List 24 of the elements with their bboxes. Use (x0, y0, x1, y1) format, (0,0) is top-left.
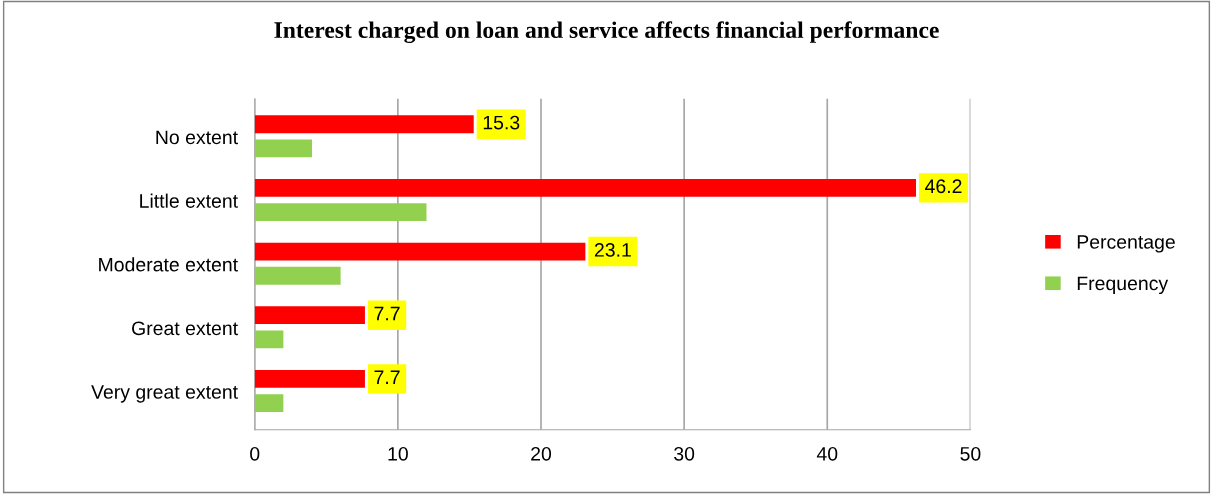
y-tick-label: No extent (156, 130, 238, 145)
y-tick-label: Little extent (140, 193, 238, 208)
x-tick-label: 40 (816, 446, 838, 461)
legend-label: Percentage (1077, 235, 1175, 253)
data-label: 15.3 (483, 115, 520, 130)
bar (254, 266, 341, 285)
bar (254, 394, 284, 412)
data-label: 7.7 (374, 370, 400, 384)
x-tick-label: 50 (960, 446, 981, 461)
x-tick-label: 30 (674, 446, 695, 461)
data-label: 23.1 (594, 243, 631, 257)
y-tick-label: Moderate extent (99, 257, 238, 272)
data-label: 7.7 (374, 306, 400, 321)
y-tick-label: Very great extent (91, 385, 238, 403)
bar (254, 330, 284, 349)
legend-label: Frequency (1077, 276, 1169, 295)
x-tick-label: 20 (531, 446, 552, 461)
bar (254, 139, 312, 158)
y-tick-label: Great extent (132, 321, 238, 336)
x-tick-label: 10 (388, 446, 408, 461)
chart-title: Interest charged on loan and service affects financial performance (274, 21, 939, 44)
x-tick-label: 0 (250, 446, 260, 461)
data-label: 46.2 (925, 179, 962, 194)
bar (254, 203, 427, 222)
